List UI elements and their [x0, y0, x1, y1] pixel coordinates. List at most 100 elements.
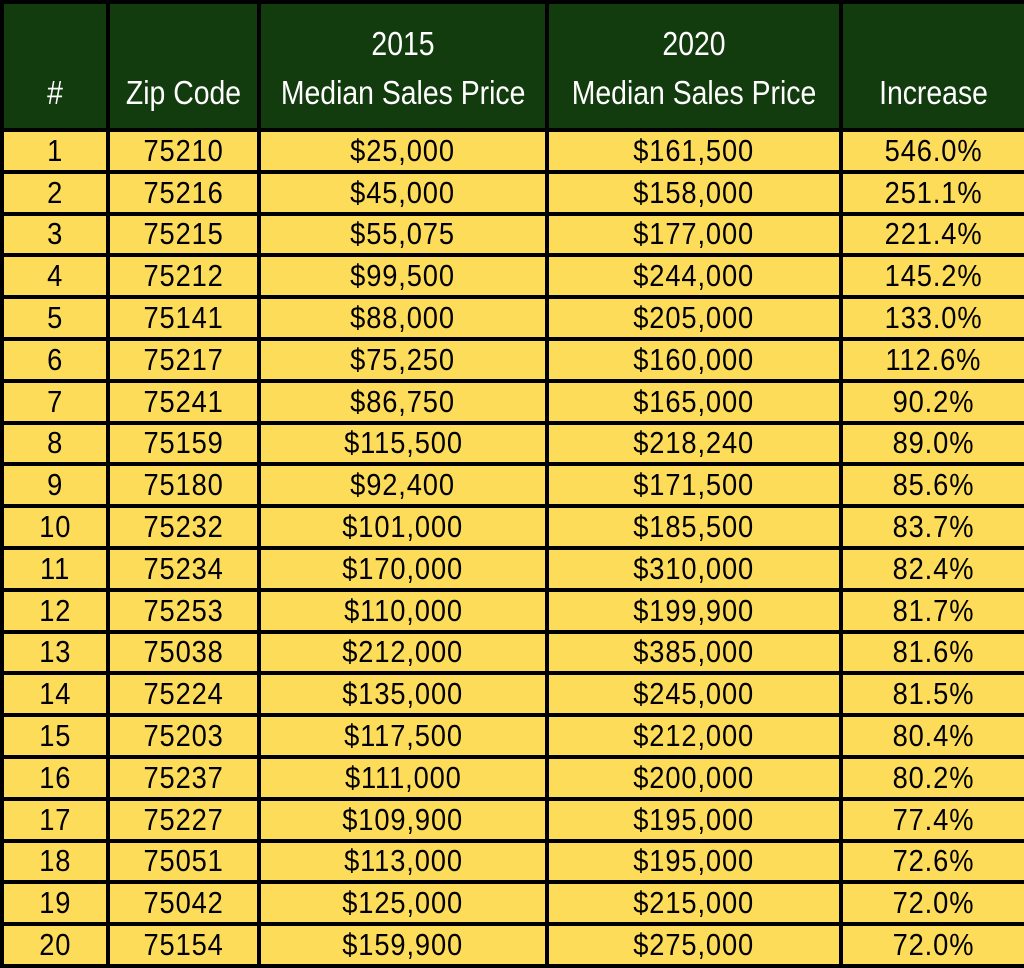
cell-price-2020: $200,000	[545, 754, 843, 801]
table-row: 3 75215 $55,075 $177,000 221.4%	[0, 211, 1024, 258]
cell-text: $165,000	[633, 383, 755, 419]
cell-price-2015: $55,075	[257, 211, 549, 258]
cell-price-2020: $199,900	[545, 587, 843, 634]
cell-text: $195,000	[633, 801, 755, 837]
cell-increase: 89.0%	[839, 420, 1024, 467]
cell-increase: 546.0%	[839, 128, 1024, 174]
header-spacer	[11, 19, 99, 69]
cell-price-2015: $125,000	[257, 880, 549, 927]
cell-text: 7	[46, 383, 64, 419]
table-row: 20 75154 $159,900 $275,000 72.0%	[0, 922, 1024, 968]
table-row: 14 75224 $135,000 $245,000 81.5%	[0, 671, 1024, 718]
cell-zip: 75141	[106, 295, 261, 341]
cell-text: 75159	[143, 425, 224, 461]
cell-text: 2	[46, 174, 64, 210]
cell-increase: 72.0%	[839, 880, 1024, 927]
cell-price-2020: $215,000	[545, 880, 843, 927]
cell-zip: 75224	[106, 671, 261, 718]
table-row: 8 75159 $115,500 $218,240 89.0%	[0, 420, 1024, 467]
table-row: 5 75141 $88,000 $205,000 133.0%	[0, 295, 1024, 341]
cell-text: $117,500	[343, 718, 463, 754]
cell-price-2020: $185,500	[545, 504, 843, 550]
cell-text: $195,000	[633, 843, 755, 879]
cell-price-2015: $101,000	[257, 504, 549, 550]
cell-price-2020: $275,000	[545, 922, 843, 968]
cell-rank: 3	[0, 211, 110, 258]
cell-rank: 20	[0, 922, 110, 968]
cell-text: $88,000	[350, 300, 456, 336]
cell-text: 80.2%	[892, 759, 975, 795]
cell-text: 20	[38, 927, 72, 963]
cell-rank: 18	[0, 838, 110, 885]
cell-price-2020: $161,500	[545, 128, 843, 174]
cell-increase: 145.2%	[839, 253, 1024, 300]
cell-text: 75241	[143, 383, 224, 419]
cell-text: 133.0%	[884, 300, 983, 336]
table-row: 2 75216 $45,000 $158,000 251.1%	[0, 169, 1024, 216]
cell-price-2020: $195,000	[545, 838, 843, 885]
cell-text: $99,500	[350, 258, 456, 294]
cell-rank: 19	[0, 880, 110, 927]
cell-text: $101,000	[342, 509, 464, 545]
cell-text: 75141	[143, 300, 224, 336]
cell-price-2020: $244,000	[545, 253, 843, 300]
cell-text: 75051	[143, 843, 224, 879]
cell-increase: 251.1%	[839, 169, 1024, 216]
cell-text: 4	[46, 258, 64, 294]
cell-text: $109,900	[342, 801, 464, 837]
cell-text: 75038	[143, 634, 224, 670]
cell-text: $25,000	[350, 132, 456, 168]
cell-text: 13	[38, 634, 72, 670]
cell-price-2020: $218,240	[545, 420, 843, 467]
cell-zip: 75051	[106, 838, 261, 885]
cell-zip: 75212	[106, 253, 261, 300]
cell-price-2020: $385,000	[545, 629, 843, 676]
cell-price-2015: $113,000	[257, 838, 549, 885]
table-body: 1 75210 $25,000 $161,500 546.0% 2 75216 $45,000…	[0, 128, 1024, 968]
cell-text: 80.4%	[892, 718, 975, 754]
cell-increase: 90.2%	[839, 378, 1024, 425]
cell-price-2015: $159,900	[257, 922, 549, 968]
cell-text: 75042	[143, 885, 224, 921]
cell-price-2020: $160,000	[545, 336, 843, 383]
cell-text: $125,000	[342, 885, 464, 921]
cell-text: $185,500	[633, 509, 755, 545]
cell-text: $161,500	[633, 132, 755, 168]
cell-rank: 4	[0, 253, 110, 300]
cell-text: 546.0%	[884, 132, 983, 168]
cell-text: 75203	[143, 718, 224, 754]
cell-price-2015: $212,000	[257, 629, 549, 676]
header-spacer	[856, 19, 1012, 69]
cell-increase: 72.6%	[839, 838, 1024, 885]
cell-increase: 83.7%	[839, 504, 1024, 550]
cell-price-2020: $165,000	[545, 378, 843, 425]
cell-zip: 75215	[106, 211, 261, 258]
cell-text: $75,250	[350, 341, 456, 377]
cell-price-2020: $177,000	[545, 211, 843, 258]
cell-rank: 16	[0, 754, 110, 801]
cell-text: $110,000	[343, 592, 463, 628]
cell-text: 72.0%	[892, 927, 975, 963]
cell-increase: 81.5%	[839, 671, 1024, 718]
cell-text: $45,000	[350, 174, 456, 210]
cell-price-2015: $25,000	[257, 128, 549, 174]
table-row: 18 75051 $113,000 $195,000 72.6%	[0, 838, 1024, 885]
cell-price-2015: $92,400	[257, 462, 549, 509]
cell-zip: 75216	[106, 169, 261, 216]
cell-text: $177,000	[633, 216, 755, 252]
cell-text: 82.4%	[892, 550, 975, 586]
cell-text: $158,000	[633, 174, 755, 210]
cell-text: 15	[38, 718, 72, 754]
cell-text: 85.6%	[892, 467, 975, 503]
cell-text: 145.2%	[884, 258, 983, 294]
cell-increase: 81.7%	[839, 587, 1024, 634]
cell-price-2015: $86,750	[257, 378, 549, 425]
cell-price-2015: $117,500	[257, 713, 549, 759]
cell-text: $212,000	[342, 634, 464, 670]
table-row: 1 75210 $25,000 $161,500 546.0%	[0, 128, 1024, 174]
cell-price-2020: $310,000	[545, 545, 843, 592]
cell-zip: 75237	[106, 754, 261, 801]
cell-text: 17	[38, 801, 72, 837]
cell-text: 8	[46, 425, 64, 461]
